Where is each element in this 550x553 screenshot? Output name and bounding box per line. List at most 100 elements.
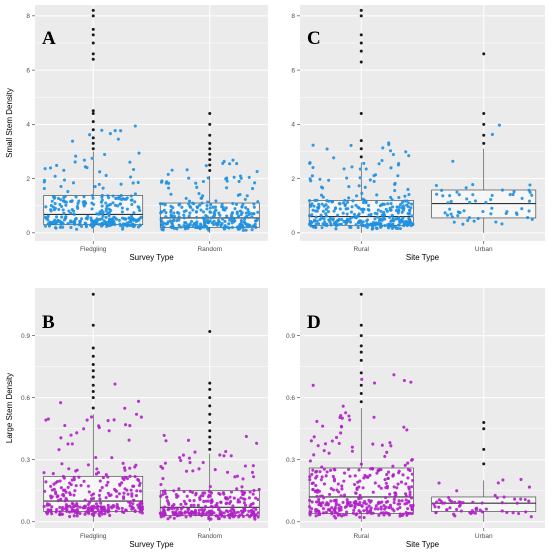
data-point (236, 510, 240, 514)
data-point (103, 152, 107, 157)
data-point (251, 511, 255, 515)
outlier-point (208, 381, 212, 385)
data-point (364, 199, 368, 203)
data-point (162, 508, 166, 512)
data-point (243, 197, 247, 201)
data-point (69, 211, 73, 215)
data-point (100, 512, 104, 516)
data-point (74, 484, 78, 488)
data-point (530, 193, 534, 197)
data-point (257, 487, 261, 492)
data-point (125, 488, 129, 492)
data-point (320, 226, 324, 230)
outlier-point (91, 33, 95, 37)
data-point (229, 218, 234, 222)
data-point (455, 507, 459, 512)
data-point (67, 467, 71, 471)
data-point (459, 509, 463, 513)
data-point (248, 490, 252, 494)
data-point (107, 207, 111, 211)
data-point (239, 223, 243, 227)
data-point (46, 214, 50, 218)
data-point (225, 186, 229, 190)
data-point (308, 475, 312, 479)
data-point (446, 201, 450, 205)
data-point (396, 482, 400, 486)
data-point (365, 219, 369, 223)
data-point (309, 204, 313, 208)
data-point (217, 506, 221, 510)
data-point (389, 195, 393, 199)
data-point (250, 215, 254, 219)
data-point (161, 476, 165, 481)
data-point (200, 507, 204, 511)
data-point (43, 489, 47, 493)
data-point (187, 202, 191, 206)
data-point (85, 217, 89, 221)
data-point (357, 184, 361, 188)
data-point (323, 223, 327, 227)
data-point (160, 219, 164, 224)
data-point (159, 482, 163, 487)
data-point (186, 507, 190, 511)
data-point (125, 207, 129, 211)
data-point (308, 511, 312, 515)
data-point (239, 219, 244, 223)
outlier-point (91, 27, 95, 31)
data-point (354, 223, 358, 227)
data-point (388, 215, 392, 219)
data-point (434, 183, 438, 188)
data-point (55, 215, 59, 219)
data-point (386, 476, 390, 481)
data-point (392, 501, 396, 505)
outlier-point (208, 152, 212, 156)
data-point (234, 511, 238, 515)
data-point (339, 431, 343, 435)
data-point (100, 222, 104, 226)
data-point (237, 515, 241, 519)
data-point (334, 503, 338, 507)
outlier-point (359, 14, 363, 18)
data-point (133, 124, 137, 128)
data-point (355, 487, 359, 492)
data-point (224, 502, 228, 506)
data-point (327, 507, 332, 512)
data-point (238, 227, 242, 231)
data-point (347, 196, 351, 200)
panel-a: Fledgling Random 0 2 4 6 8 Survey Type Small Ste… (0, 0, 275, 268)
data-point (61, 222, 65, 226)
data-point (314, 215, 318, 219)
outlier-point (482, 52, 486, 56)
data-point (468, 510, 472, 514)
data-point (104, 201, 108, 205)
y-tick-label: 0.3 (286, 457, 295, 464)
data-point (232, 508, 236, 512)
data-point (390, 205, 395, 209)
data-point (363, 185, 367, 189)
data-point (316, 222, 321, 226)
data-point (397, 499, 401, 503)
data-point (455, 489, 459, 493)
data-point (75, 227, 79, 231)
data-point (358, 500, 362, 504)
data-point (406, 507, 410, 511)
data-point (254, 513, 258, 517)
data-point (250, 187, 255, 191)
data-point (465, 197, 469, 201)
data-point (107, 196, 111, 200)
outlier-point (91, 120, 95, 124)
data-point (513, 497, 517, 501)
data-point (453, 500, 457, 504)
data-point (97, 182, 101, 186)
data-point (68, 491, 72, 495)
data-point (220, 202, 224, 206)
outlier-point (91, 8, 95, 12)
data-point (524, 510, 528, 514)
data-point (398, 203, 403, 207)
data-point (321, 511, 326, 515)
data-point (72, 476, 76, 480)
data-point (338, 513, 342, 517)
data-point (136, 205, 140, 209)
data-point (367, 504, 371, 508)
data-point (44, 216, 48, 221)
